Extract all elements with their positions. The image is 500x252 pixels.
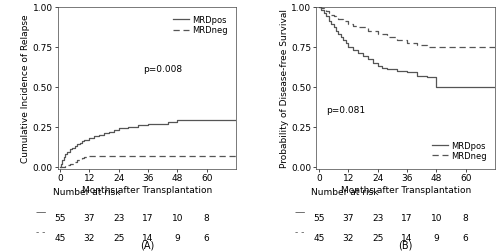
- Legend: MRDpos, MRDneg: MRDpos, MRDneg: [431, 140, 488, 162]
- Text: 10: 10: [430, 213, 442, 222]
- Text: 23: 23: [372, 213, 384, 222]
- Text: 45: 45: [313, 233, 324, 242]
- Text: Number at risk: Number at risk: [312, 188, 379, 197]
- Text: - -: - -: [36, 227, 46, 236]
- Legend: MRDpos, MRDneg: MRDpos, MRDneg: [172, 15, 229, 36]
- X-axis label: Months after Transplantation: Months after Transplantation: [340, 185, 471, 194]
- Text: 45: 45: [54, 233, 66, 242]
- Text: 32: 32: [84, 233, 95, 242]
- Text: - -: - -: [295, 227, 304, 236]
- Y-axis label: Cumulative Incidence of Relapse: Cumulative Incidence of Relapse: [20, 14, 30, 162]
- X-axis label: Months after Transplantation: Months after Transplantation: [82, 185, 212, 194]
- Text: 55: 55: [54, 213, 66, 222]
- Text: 8: 8: [463, 213, 468, 222]
- Text: 37: 37: [342, 213, 354, 222]
- Text: 23: 23: [113, 213, 124, 222]
- Text: 14: 14: [142, 233, 154, 242]
- Text: 25: 25: [372, 233, 384, 242]
- Text: 8: 8: [204, 213, 210, 222]
- Text: 9: 9: [174, 233, 180, 242]
- Text: 17: 17: [401, 213, 412, 222]
- Text: 9: 9: [434, 233, 439, 242]
- Text: 17: 17: [142, 213, 154, 222]
- Text: 37: 37: [84, 213, 95, 222]
- Text: —: —: [294, 207, 305, 217]
- Text: 10: 10: [172, 213, 183, 222]
- Text: (A): (A): [140, 239, 154, 249]
- Text: 6: 6: [204, 233, 210, 242]
- Y-axis label: Probability of Disease-free Survival: Probability of Disease-free Survival: [280, 9, 288, 167]
- Text: p=0.081: p=0.081: [326, 106, 366, 115]
- Text: 6: 6: [463, 233, 468, 242]
- Text: Number at risk: Number at risk: [52, 188, 120, 197]
- Text: (B): (B): [398, 239, 413, 249]
- Text: 55: 55: [313, 213, 324, 222]
- Text: 14: 14: [401, 233, 412, 242]
- Text: 32: 32: [342, 233, 354, 242]
- Text: p=0.008: p=0.008: [143, 65, 182, 73]
- Text: 25: 25: [113, 233, 124, 242]
- Text: —: —: [36, 207, 46, 217]
